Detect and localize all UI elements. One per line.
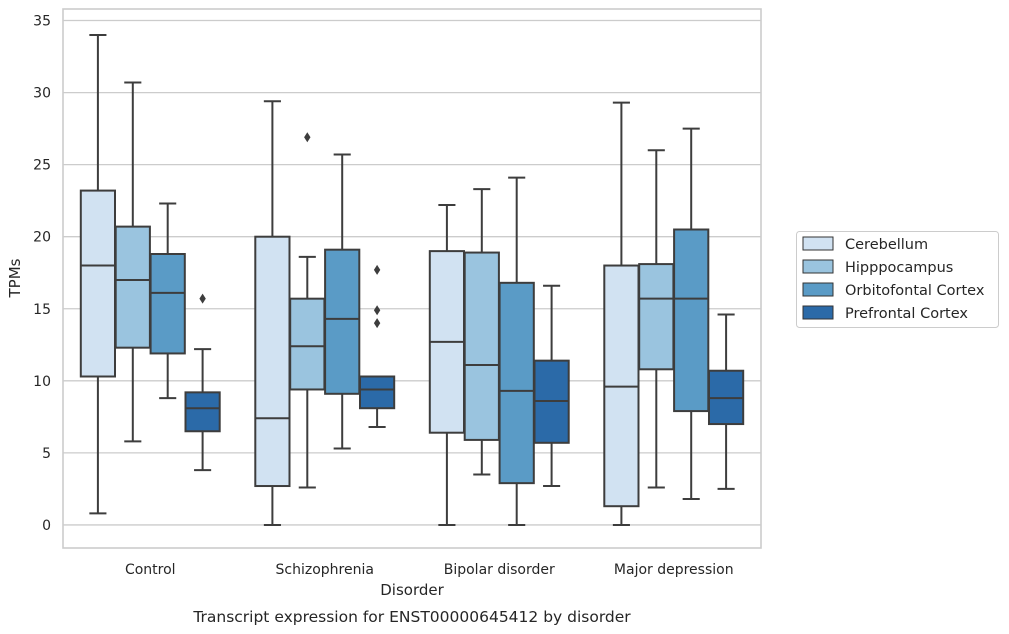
legend-items: Cerebellum Hipppocampus Orbitofontal Corte… (802, 236, 985, 322)
box-iqr (79, 189, 117, 378)
box-iqr (254, 235, 291, 488)
x-axis-ticks: Control Schizophrenia Bipolar disorder Majo… (125, 562, 734, 578)
y-tick-label: 0 (42, 518, 51, 534)
legend: Cerebellum Hipppocampus Orbitofontal Corte… (796, 231, 999, 328)
y-tick-label: 25 (33, 158, 51, 174)
box-plot-area (79, 33, 745, 526)
box-0-2 (149, 202, 186, 400)
legend-label: Hipppocampus (845, 260, 953, 276)
legend-swatch (802, 282, 834, 297)
outlier-point (373, 305, 381, 316)
legend-label: Prefrontal Cortex (845, 306, 968, 322)
box-0-3 (184, 293, 221, 472)
y-tick-label: 30 (33, 86, 51, 102)
box-1-1 (289, 132, 326, 489)
box-iqr (289, 297, 326, 391)
box-iqr (498, 281, 535, 485)
box-3-1 (638, 149, 675, 489)
box-iqr (358, 375, 396, 410)
box-iqr (638, 263, 675, 371)
x-tick-label: Major depression (614, 562, 734, 578)
y-tick-label: 5 (42, 446, 51, 462)
x-axis-title: Disorder (380, 581, 444, 599)
outlier-point (373, 318, 381, 329)
legend-frame (796, 231, 999, 328)
box-iqr (463, 251, 500, 441)
box-3-0 (603, 101, 640, 526)
y-tick-label: 10 (33, 374, 51, 390)
y-tick-label: 35 (33, 14, 51, 30)
box-1-0 (254, 100, 291, 526)
legend-swatch (802, 305, 834, 320)
x-tick-label: Bipolar disorder (444, 562, 555, 578)
box-2-3 (533, 284, 570, 488)
box-1-2 (324, 153, 361, 450)
outlier-point (373, 264, 381, 275)
box-3-3 (707, 313, 745, 490)
plot-frame (62, 8, 762, 549)
y-axis-title: TPMs (6, 258, 24, 298)
box-iqr (149, 253, 186, 355)
legend-swatch (802, 236, 834, 251)
y-tick-label: 15 (33, 302, 51, 318)
box-0-0 (79, 33, 117, 515)
box-2-1 (463, 188, 500, 476)
legend-swatch (802, 259, 834, 274)
outlier-point (199, 293, 206, 304)
box-iqr (114, 225, 151, 349)
y-tick-label: 20 (33, 230, 51, 246)
legend-label: Orbitofontal Cortex (845, 283, 985, 299)
box-2-0 (428, 204, 466, 526)
box-1-3 (358, 264, 396, 428)
outlier-point (304, 132, 311, 143)
box-iqr (184, 391, 221, 433)
box-2-2 (498, 176, 535, 526)
y-axis-ticks: 0 5 10 15 20 25 30 35 (33, 14, 51, 534)
box-iqr (324, 248, 361, 395)
box-3-2 (673, 127, 710, 500)
box-iqr (673, 228, 710, 413)
x-tick-label: Control (125, 562, 176, 578)
legend-label: Cerebellum (845, 237, 928, 253)
x-tick-label: Schizophrenia (276, 562, 374, 578)
box-0-1 (114, 81, 151, 443)
chart-caption: Transcript expression for ENST0000064541… (192, 608, 631, 626)
